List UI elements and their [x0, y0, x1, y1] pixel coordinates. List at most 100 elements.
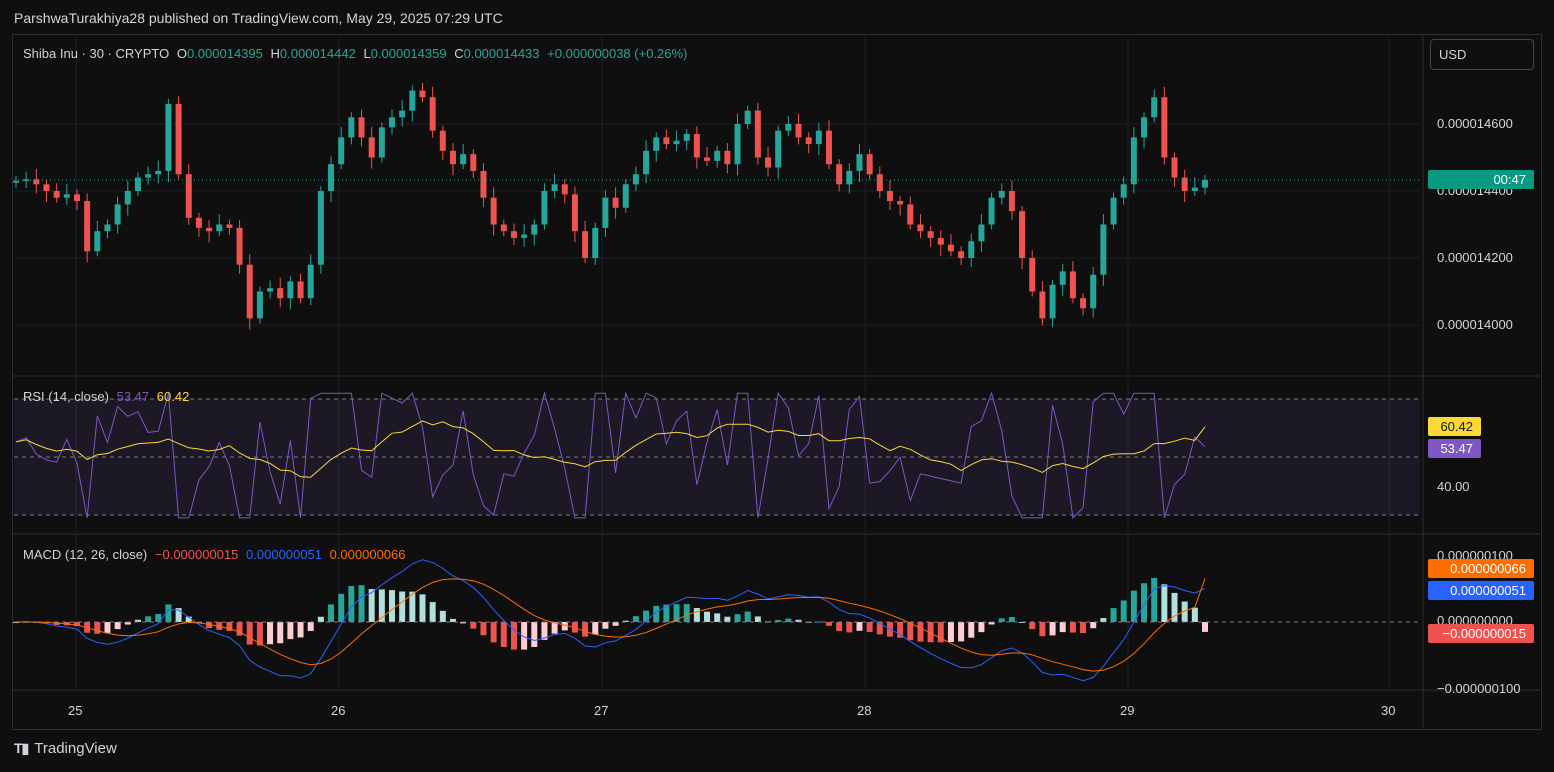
- currency-button[interactable]: USD: [1430, 39, 1534, 70]
- candle-body: [63, 194, 70, 198]
- publisher-line: ParshwaTurakhiya28 published on TradingV…: [14, 10, 503, 26]
- macd-histogram-bar: [1080, 622, 1087, 634]
- candle-body: [206, 227, 213, 232]
- macd-histogram-bar: [541, 622, 548, 640]
- macd-histogram-bar: [947, 622, 954, 643]
- macd-histogram-bar: [643, 610, 650, 622]
- macd-histogram-bar: [510, 622, 517, 650]
- macd-histogram-bar: [389, 590, 396, 622]
- macd-histogram-bar: [612, 622, 619, 626]
- macd-histogram-bar: [775, 619, 782, 622]
- macd-signal-line: [15, 578, 1206, 672]
- candle-body: [1171, 157, 1178, 178]
- macd-histogram-bar: [653, 605, 660, 622]
- low-label: L: [363, 46, 371, 61]
- date-tick: 30: [1381, 703, 1396, 718]
- candle-body: [602, 197, 609, 228]
- macd-histogram-bar: [1049, 622, 1056, 636]
- macd-histogram-bar: [1090, 622, 1097, 629]
- macd-histogram-bar: [876, 622, 883, 635]
- candle-body: [785, 124, 792, 131]
- candle-body: [480, 170, 487, 198]
- low-value: 0.000014359: [370, 46, 447, 61]
- tradingview-brand[interactable]: T▮ TradingView: [14, 740, 117, 757]
- macd-histogram-bar: [226, 622, 233, 631]
- macd-histogram-bar: [632, 616, 639, 622]
- macd-histogram-bar: [328, 604, 335, 622]
- candle-body: [897, 201, 904, 205]
- candle-body: [673, 140, 680, 145]
- tradingview-logo-icon: T▮: [14, 740, 29, 756]
- macd-legend: MACD (12, 26, close) −0.000000015 0.0000…: [23, 547, 410, 562]
- macd-tick: −0.000000100: [1437, 681, 1521, 696]
- macd-histogram-bar: [378, 589, 385, 622]
- candle-body: [267, 288, 274, 292]
- macd-title: MACD (12, 26, close): [23, 547, 148, 562]
- macd-histogram-bar: [307, 622, 314, 631]
- candle-body: [815, 130, 822, 145]
- macd-histogram-bar: [1202, 622, 1208, 632]
- macd-histogram-bar: [897, 622, 904, 638]
- candle-body: [94, 231, 101, 252]
- macd-histogram-bar: [1181, 601, 1188, 622]
- rsi-value: 53.47: [116, 389, 150, 404]
- candle-body: [409, 90, 416, 111]
- candle-body: [927, 231, 934, 238]
- macd-line: [15, 559, 1206, 682]
- candle-body: [521, 234, 528, 238]
- macd-histogram-bar: [297, 622, 304, 638]
- date-tick: 25: [68, 703, 83, 718]
- candle-body: [917, 224, 924, 232]
- candle-body: [582, 231, 589, 258]
- candle-body: [1191, 187, 1198, 191]
- macd-histogram-bar: [165, 604, 172, 622]
- close-label: C: [454, 46, 464, 61]
- macd-histogram-bar: [927, 622, 934, 643]
- candle-body: [13, 180, 19, 183]
- high-label: H: [270, 46, 280, 61]
- macd-histogram-bar: [358, 585, 365, 622]
- countdown-tag: 00:47: [1428, 170, 1534, 189]
- candle-body: [775, 130, 782, 168]
- macd-histogram-bar: [1008, 616, 1015, 622]
- macd-histogram-bar: [815, 621, 822, 623]
- chart-frame[interactable]: [12, 34, 1542, 730]
- candle-body: [1141, 117, 1148, 138]
- candle-body: [765, 157, 772, 168]
- candle-body: [714, 150, 721, 161]
- candle-body: [358, 117, 365, 138]
- candle-body: [947, 244, 954, 252]
- high-value: 0.000014442: [279, 46, 356, 61]
- candle-body: [73, 194, 80, 202]
- macd-histogram-bar: [368, 589, 375, 622]
- candle-body: [846, 170, 853, 185]
- macd-histogram-bar: [256, 622, 263, 646]
- rsi-tag: 53.47: [1428, 439, 1481, 458]
- macd-signal-value: 0.000000066: [329, 547, 406, 562]
- macd-histogram-bar: [1161, 584, 1168, 622]
- candle-body: [470, 154, 477, 171]
- candle-body: [968, 241, 975, 258]
- candle-body: [378, 127, 385, 158]
- candle-body: [236, 227, 243, 265]
- macd-histogram-bar: [663, 604, 670, 622]
- candle-body: [43, 184, 50, 191]
- candle-body: [998, 191, 1005, 198]
- macd-histogram-bar: [683, 604, 690, 622]
- candle-body: [297, 281, 304, 299]
- rsi-title: RSI (14, close): [23, 389, 109, 404]
- price-tick: 0.000014600: [1437, 116, 1513, 131]
- candle-body: [571, 194, 578, 232]
- candle-body: [805, 137, 812, 145]
- candle-body: [1080, 298, 1087, 309]
- macd-histogram-bar: [134, 619, 141, 622]
- candle-body: [1019, 211, 1026, 258]
- macd-histogram-bar: [246, 622, 253, 645]
- macd-histogram-bar: [958, 622, 965, 642]
- candle-body: [1069, 271, 1076, 299]
- candle-body: [561, 184, 568, 195]
- candle-body: [317, 191, 324, 265]
- change-value: +0.000000038 (+0.26%): [547, 46, 688, 61]
- candle-body: [328, 164, 335, 191]
